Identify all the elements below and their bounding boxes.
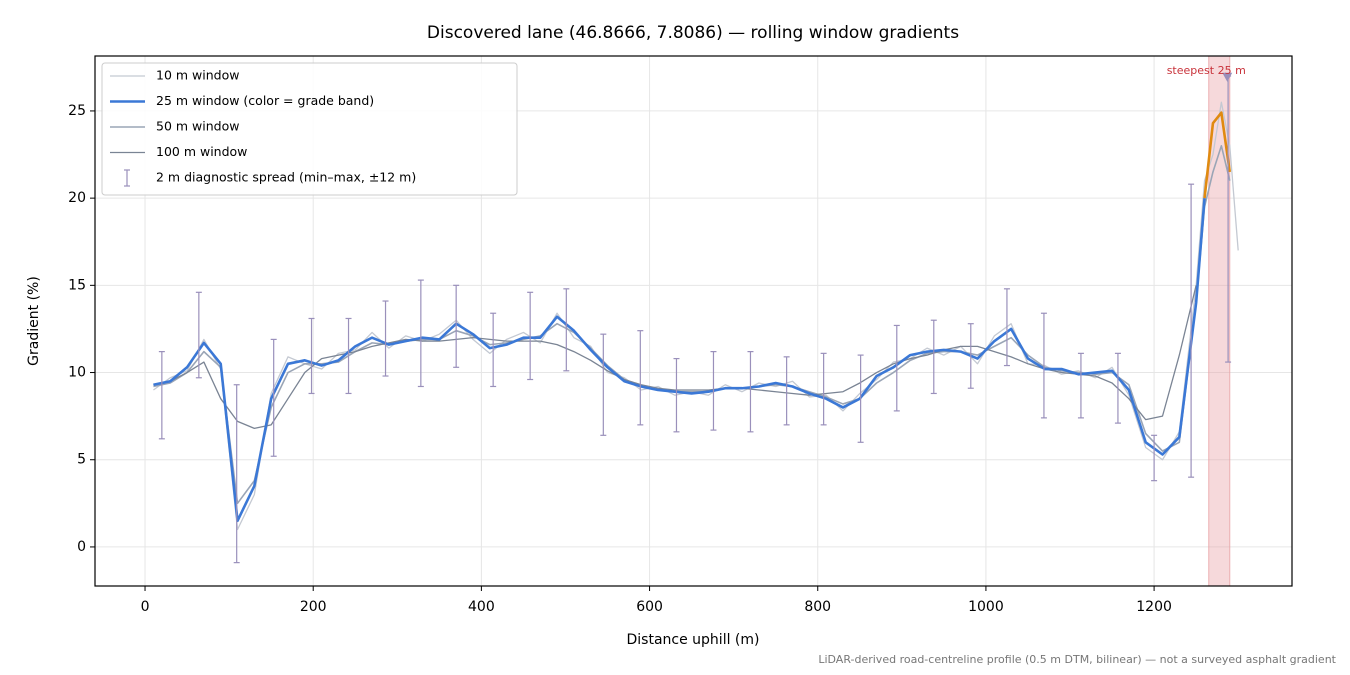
error-bar xyxy=(820,352,827,426)
error-bar xyxy=(857,354,864,443)
error-bar xyxy=(1151,434,1158,482)
error-bar xyxy=(637,330,644,426)
y-tick-label: 0 xyxy=(77,539,86,555)
legend-label: 100 m window xyxy=(156,144,247,159)
error-bar xyxy=(158,351,165,440)
error-bar xyxy=(1077,352,1084,419)
error-bar xyxy=(1188,183,1195,478)
error-bar xyxy=(308,317,315,395)
x-tick-label: 600 xyxy=(636,599,663,615)
error-bar xyxy=(1114,352,1121,424)
error-bar xyxy=(673,357,680,433)
error-bar xyxy=(1003,288,1010,367)
error-bar xyxy=(600,333,607,436)
error-bar xyxy=(1040,312,1047,419)
error-bar xyxy=(195,291,202,379)
y-tick-label: 15 xyxy=(68,277,86,293)
y-axis-label: Gradient (%) xyxy=(26,276,42,366)
line-series xyxy=(1203,111,1232,199)
error-bar xyxy=(270,338,277,457)
x-tick-label: 0 xyxy=(141,599,150,615)
x-tick-label: 200 xyxy=(300,599,327,615)
error-bar xyxy=(563,288,570,372)
y-tick-label: 25 xyxy=(68,103,86,119)
x-tick-label: 800 xyxy=(804,599,831,615)
error-bar xyxy=(967,323,974,389)
error-bar xyxy=(382,300,389,377)
legend-box xyxy=(101,62,518,196)
y-tick-label: 10 xyxy=(68,365,86,381)
x-tick-label: 400 xyxy=(468,599,495,615)
legend-label: 25 m window (color = grade band) xyxy=(156,93,374,108)
error-bar xyxy=(747,351,754,433)
y-tick-label: 5 xyxy=(77,452,86,468)
line-series xyxy=(153,145,1231,505)
annotation: steepest 25 m xyxy=(1167,64,1246,77)
footnote: LiDAR-derived road-centreline profile (0… xyxy=(818,653,1336,666)
legend-label: 2 m diagnostic spread (min–max, ±12 m) xyxy=(156,170,416,185)
error-bar xyxy=(527,291,534,381)
plot-frame xyxy=(94,55,1293,587)
error-bar xyxy=(453,284,460,368)
x-tick-label: 1000 xyxy=(968,599,1004,615)
x-axis-label: Distance uphill (m) xyxy=(627,632,760,648)
line-series xyxy=(153,198,1206,523)
error-bar xyxy=(417,279,424,388)
steepest-marker xyxy=(1222,72,1233,82)
error-bar xyxy=(893,324,900,412)
error-bar xyxy=(783,356,790,426)
chart-title: Discovered lane (46.8666, 7.8086) — roll… xyxy=(427,23,959,43)
legend-label: 10 m window xyxy=(156,68,239,83)
error-bar xyxy=(490,312,497,388)
error-bar xyxy=(710,351,717,431)
error-bar xyxy=(345,317,352,395)
legend: 10 m window 25 m window (color = grade ba… xyxy=(101,62,518,196)
error-bar xyxy=(233,384,240,564)
error-bar xyxy=(930,319,937,395)
x-tick-label: 1200 xyxy=(1136,599,1172,615)
y-tick-label: 20 xyxy=(68,190,86,206)
legend-label: 50 m window xyxy=(156,119,239,134)
line-series xyxy=(153,285,1197,429)
